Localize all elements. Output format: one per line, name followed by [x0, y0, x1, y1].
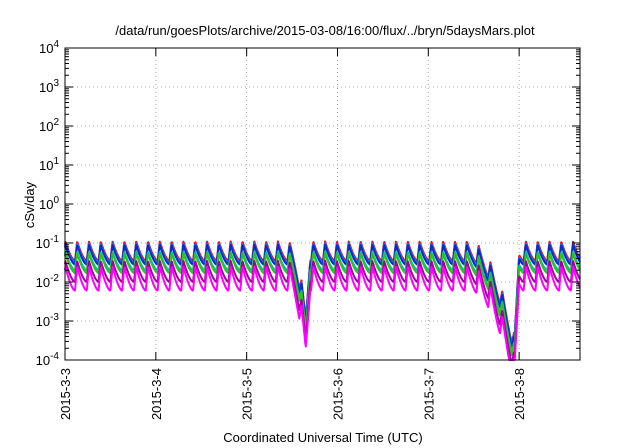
- y-tick-label: 10-3: [36, 312, 60, 329]
- y-axis-label: cSv/day: [22, 181, 37, 228]
- series-line-6: [64, 265, 581, 361]
- x-axis-label: Coordinated Universal Time (UTC): [223, 430, 422, 445]
- y-tick-label: 10-2: [36, 273, 60, 290]
- series-line-4: [64, 252, 581, 357]
- y-tick-label: 10-4: [36, 351, 60, 368]
- x-tick-label: 2015-3-8: [512, 368, 527, 420]
- x-tick-label: 2015-3-4: [149, 368, 164, 420]
- y-tick-label: 100: [39, 195, 59, 212]
- x-tick-label: 2015-3-5: [240, 368, 255, 420]
- series-line-2: [64, 243, 581, 348]
- y-tick-label: 104: [39, 39, 59, 56]
- x-tick-label: 2015-3-3: [58, 368, 73, 420]
- x-tick-label: 2015-3-7: [421, 368, 436, 420]
- series-line-5: [64, 259, 581, 361]
- y-tick-label: 101: [39, 156, 59, 173]
- series-layer: [64, 240, 581, 361]
- grid: [65, 48, 580, 360]
- y-tick-label: 102: [39, 117, 59, 134]
- chart-title: /data/run/goesPlots/archive/2015-03-08/1…: [115, 23, 535, 38]
- y-tick-label: 103: [39, 78, 59, 95]
- x-tick-label: 2015-3-6: [330, 368, 345, 420]
- y-tick-label: 10-1: [36, 234, 60, 251]
